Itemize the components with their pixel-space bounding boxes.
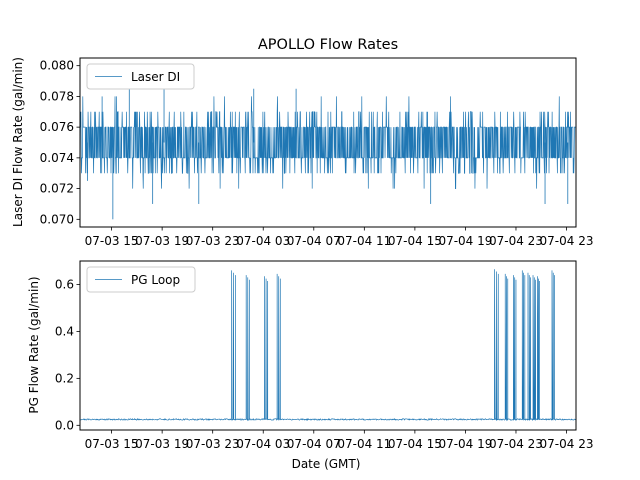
x-tick-label: 07-04 11 — [337, 437, 391, 451]
x-tick-label: 07-03 19 — [135, 234, 189, 248]
x-tick-label: 07-03 23 — [186, 437, 240, 451]
laser-di-series-group — [80, 88, 576, 220]
x-tick-label: 07-04 15 — [388, 234, 442, 248]
y-tick-label: 0.0 — [55, 418, 74, 432]
laser-di-y-axis-label: Laser DI Flow Rate (gal/min) — [11, 57, 25, 227]
y-tick-label: 0.072 — [40, 182, 74, 196]
y-tick-label: 0.6 — [55, 277, 74, 291]
y-tick-label: 0.074 — [40, 151, 74, 165]
x-tick-label: 07-04 23 — [540, 234, 594, 248]
pg-loop-legend-box — [86, 266, 196, 293]
laser-di-axes-frame — [79, 57, 577, 228]
x-tick-label: 07-04 23 — [540, 437, 594, 451]
pg-loop-axes-frame — [79, 260, 577, 431]
laser-di-legend-label: Laser DI — [131, 70, 180, 84]
pg-loop-series-group — [80, 269, 576, 422]
y-tick-label: 0.070 — [40, 212, 74, 226]
y-tick-label: 0.080 — [40, 59, 74, 73]
laser-di-legend-box — [86, 63, 195, 90]
x-tick-label: 07-03 15 — [85, 234, 139, 248]
x-tick-label: 07-04 19 — [438, 437, 492, 451]
pg-loop-line — [80, 269, 576, 422]
x-tick-label: 07-04 11 — [337, 234, 391, 248]
x-tick-label: 07-04 03 — [236, 437, 290, 451]
x-tick-label: 07-04 07 — [287, 437, 341, 451]
chart-title: APOLLO Flow Rates — [258, 37, 398, 53]
x-tick-label: 07-04 07 — [287, 234, 341, 248]
laser-di-line — [80, 96, 576, 189]
y-tick-label: 0.2 — [55, 371, 74, 385]
x-tick-label: 07-03 19 — [135, 437, 189, 451]
pg-loop-y-ticks: 0.0 0.2 0.4 0.6 — [55, 277, 80, 432]
x-tick-label: 07-04 23 — [489, 234, 543, 248]
x-tick-label: 07-04 19 — [438, 234, 492, 248]
y-tick-label: 0.4 — [55, 324, 74, 338]
y-tick-label: 0.078 — [40, 89, 74, 103]
x-axis-label: Date (GMT) — [292, 457, 361, 471]
pg-loop-legend-label: PG Loop — [131, 273, 180, 287]
laser-di-legend: Laser DI — [86, 63, 195, 90]
pg-loop-y-axis-label: PG Flow Rate (gal/min) — [27, 276, 41, 413]
pg-loop-legend: PG Loop — [86, 266, 196, 293]
x-tick-label: 07-04 15 — [388, 437, 442, 451]
x-tick-label: 07-03 15 — [85, 437, 139, 451]
y-tick-label: 0.076 — [40, 120, 74, 134]
x-tick-label: 07-03 23 — [186, 234, 240, 248]
laser-di-y-ticks: 0.070 0.072 0.074 0.076 0.078 0.080 — [40, 59, 80, 226]
x-tick-label: 07-04 23 — [489, 437, 543, 451]
x-tick-label: 07-04 03 — [236, 234, 290, 248]
